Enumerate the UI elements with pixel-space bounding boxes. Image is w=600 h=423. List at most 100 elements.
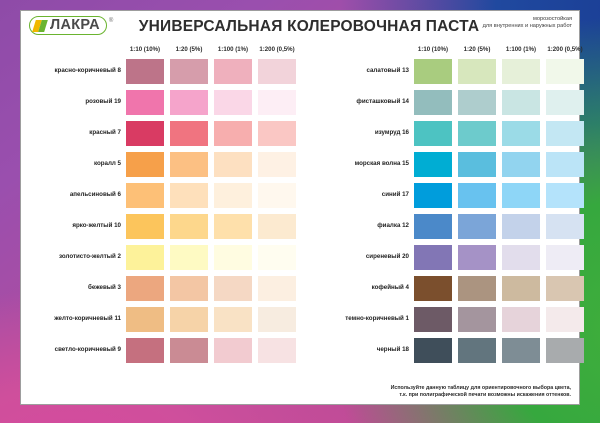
color-swatch-left-2-3[interactable] [214,90,252,115]
color-swatch-right-9-4[interactable] [546,307,584,332]
color-swatch-left-7-3[interactable] [214,245,252,270]
color-swatch-left-6-1[interactable] [126,214,164,239]
color-swatch-right-3-1[interactable] [414,121,452,146]
color-swatch-right-9-3[interactable] [502,307,540,332]
color-swatch-left-5-2[interactable] [170,183,208,208]
color-swatch-left-1-4[interactable] [258,59,296,84]
color-swatch-left-3-3[interactable] [214,121,252,146]
disclaimer-note: Используйте данную таблицу для ориентиро… [391,385,571,400]
color-swatch-left-2-1[interactable] [126,90,164,115]
color-swatch-left-1-3[interactable] [214,59,252,84]
color-swatch-right-1-4[interactable] [546,59,584,84]
color-swatch-right-7-3[interactable] [502,245,540,270]
color-swatch-left-3-4[interactable] [258,121,296,146]
swatch-table-right: салатовый 13 фисташковый 14 изумруд 16 морс… [317,56,589,366]
color-swatch-right-2-2[interactable] [458,90,496,115]
color-chart-card: ЛАКРА ® УНИВЕРСАЛЬНАЯ КОЛЕРОВОЧНАЯ ПАСТА… [20,10,584,405]
color-swatch-right-7-2[interactable] [458,245,496,270]
color-swatch-right-10-2[interactable] [458,338,496,363]
color-swatch-left-3-1[interactable] [126,121,164,146]
color-swatch-left-7-4[interactable] [258,245,296,270]
color-swatch-right-9-2[interactable] [458,307,496,332]
color-swatch-right-1-3[interactable] [502,59,540,84]
table-row: черный 18 [317,335,589,366]
table-row: коралл 5 [29,149,301,180]
color-swatch-left-3-2[interactable] [170,121,208,146]
color-swatch-right-8-3[interactable] [502,276,540,301]
color-swatch-right-4-4[interactable] [546,152,584,177]
registered-trademark-icon: ® [108,18,114,24]
color-swatch-right-3-4[interactable] [546,121,584,146]
color-swatch-right-8-4[interactable] [546,276,584,301]
color-swatch-left-9-1[interactable] [126,307,164,332]
swatch-row-label-right-3: изумруд 16 [374,129,409,137]
color-swatch-left-8-4[interactable] [258,276,296,301]
color-swatch-left-5-1[interactable] [126,183,164,208]
ratio-header-left: 1:10 (10%) 1:20 (5%) 1:100 (1%) 1:200 (0,5%… [29,46,296,53]
swatch-group [414,276,584,301]
color-swatch-right-6-4[interactable] [546,214,584,239]
color-swatch-left-10-3[interactable] [214,338,252,363]
color-swatch-right-2-1[interactable] [414,90,452,115]
color-swatch-left-8-1[interactable] [126,276,164,301]
color-swatch-left-9-3[interactable] [214,307,252,332]
swatch-group [414,245,584,270]
color-swatch-right-8-1[interactable] [414,276,452,301]
color-swatch-left-2-2[interactable] [170,90,208,115]
color-swatch-left-9-2[interactable] [170,307,208,332]
color-swatch-right-6-1[interactable] [414,214,452,239]
color-swatch-left-6-4[interactable] [258,214,296,239]
color-swatch-right-4-3[interactable] [502,152,540,177]
color-swatch-right-1-2[interactable] [458,59,496,84]
color-swatch-right-3-3[interactable] [502,121,540,146]
swatch-group [126,245,296,270]
color-swatch-right-4-2[interactable] [458,152,496,177]
swatch-group [126,90,296,115]
color-swatch-right-5-1[interactable] [414,183,452,208]
color-swatch-left-1-2[interactable] [170,59,208,84]
table-row: красно-коричневый 8 [29,56,301,87]
swatch-row-label-right-1: салатовый 13 [366,67,409,75]
color-swatch-left-4-2[interactable] [170,152,208,177]
color-swatch-right-7-1[interactable] [414,245,452,270]
color-swatch-right-6-3[interactable] [502,214,540,239]
color-swatch-left-10-4[interactable] [258,338,296,363]
table-row: желто-коричневый 11 [29,304,301,335]
color-swatch-left-6-2[interactable] [170,214,208,239]
color-swatch-left-4-3[interactable] [214,152,252,177]
swatch-row-label-left-1: красно-коричневый 8 [54,67,121,75]
color-swatch-left-6-3[interactable] [214,214,252,239]
color-swatch-left-9-4[interactable] [258,307,296,332]
swatch-group [414,338,584,363]
color-swatch-left-8-2[interactable] [170,276,208,301]
color-swatch-right-8-2[interactable] [458,276,496,301]
color-swatch-right-1-1[interactable] [414,59,452,84]
color-swatch-right-5-2[interactable] [458,183,496,208]
color-swatch-left-7-1[interactable] [126,245,164,270]
color-swatch-left-1-1[interactable] [126,59,164,84]
color-swatch-left-4-1[interactable] [126,152,164,177]
color-swatch-right-5-4[interactable] [546,183,584,208]
color-swatch-left-5-4[interactable] [258,183,296,208]
color-swatch-right-4-1[interactable] [414,152,452,177]
swatch-group [126,276,296,301]
color-swatch-right-3-2[interactable] [458,121,496,146]
color-swatch-left-10-2[interactable] [170,338,208,363]
color-swatch-left-7-2[interactable] [170,245,208,270]
color-swatch-right-10-1[interactable] [414,338,452,363]
color-swatch-right-9-1[interactable] [414,307,452,332]
color-swatch-right-5-3[interactable] [502,183,540,208]
color-swatch-right-2-3[interactable] [502,90,540,115]
color-swatch-right-10-4[interactable] [546,338,584,363]
color-swatch-left-8-3[interactable] [214,276,252,301]
color-swatch-right-7-4[interactable] [546,245,584,270]
table-row: морская волна 15 [317,149,589,180]
color-swatch-left-10-1[interactable] [126,338,164,363]
color-swatch-right-2-4[interactable] [546,90,584,115]
color-swatch-right-10-3[interactable] [502,338,540,363]
color-swatch-left-5-3[interactable] [214,183,252,208]
ratio-header-right-1: 1:10 (10%) [417,46,449,53]
color-swatch-left-2-4[interactable] [258,90,296,115]
color-swatch-right-6-2[interactable] [458,214,496,239]
color-swatch-left-4-4[interactable] [258,152,296,177]
